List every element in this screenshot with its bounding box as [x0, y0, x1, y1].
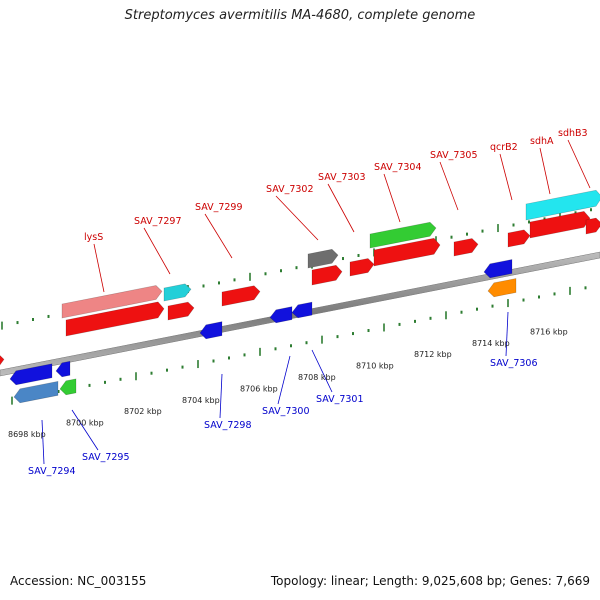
reverse-gene-label[interactable]: SAV_7294	[28, 466, 76, 477]
gene-feature[interactable]	[59, 378, 77, 396]
gene-feature[interactable]	[221, 285, 261, 307]
forward-gene-label[interactable]: qcrB2	[490, 142, 518, 153]
forward-callout-line	[143, 227, 171, 275]
scale-label: 8700 kbp	[66, 419, 104, 428]
forward-callout-line	[327, 183, 355, 233]
reverse-callout-line	[71, 409, 99, 451]
gene-feature[interactable]	[483, 259, 513, 279]
gene-feature[interactable]	[311, 264, 343, 286]
reverse-gene-label[interactable]: SAV_7301	[316, 394, 364, 405]
gene-feature[interactable]	[167, 301, 195, 321]
scale-label: 8714 kbp	[472, 339, 510, 348]
scale-label: 8702 kbp	[124, 407, 162, 416]
gene-feature[interactable]	[373, 237, 441, 267]
gene-feature[interactable]	[61, 285, 163, 319]
reverse-gene-label[interactable]: SAV_7298	[204, 420, 252, 431]
scale-label: 8706 kbp	[240, 384, 278, 393]
gene-feature[interactable]	[291, 301, 313, 319]
reverse-callout-line	[311, 349, 333, 393]
forward-gene-label[interactable]: SAV_7303	[318, 172, 366, 183]
scale-label: 8708 kbp	[298, 373, 336, 382]
forward-callout-line	[499, 153, 513, 201]
forward-gene-label[interactable]: SAV_7304	[374, 162, 422, 173]
gene-feature[interactable]	[0, 354, 5, 368]
forward-callout-line	[275, 195, 319, 241]
forward-callout-line	[567, 139, 591, 189]
forward-gene-label[interactable]: lysS	[84, 232, 103, 243]
forward-callout-line	[204, 213, 233, 259]
reverse-callout-line	[277, 355, 291, 405]
gene-feature[interactable]	[65, 301, 165, 337]
accession-text: Accession: NC_003155	[10, 574, 147, 588]
gene-features	[0, 189, 600, 404]
gene-labels: lysS SAV_7297 SAV_7299 SAV_7302 SAV_7303 SAV_…	[28, 128, 588, 477]
reverse-gene-label[interactable]: SAV_7295	[82, 452, 130, 463]
gene-feature[interactable]	[199, 321, 223, 340]
reverse-gene-label[interactable]: SAV_7300	[262, 406, 310, 417]
gene-feature[interactable]	[55, 360, 71, 378]
forward-gene-label[interactable]: sdhB3	[558, 128, 588, 139]
gene-feature[interactable]	[369, 221, 437, 249]
forward-gene-label[interactable]: sdhA	[530, 136, 554, 147]
forward-callout-line	[439, 161, 459, 211]
reverse-callout-line	[505, 311, 509, 357]
gene-feature[interactable]	[269, 306, 293, 324]
forward-gene-label[interactable]: SAV_7297	[134, 216, 182, 227]
gene-feature[interactable]	[507, 229, 531, 248]
scale-labels: 8698 kbp 8700 kbp 8702 kbp 8704 kbp 8706 kbp…	[8, 327, 568, 439]
gene-feature[interactable]	[487, 278, 517, 298]
reverse-callout-line	[41, 419, 45, 465]
forward-gene-label[interactable]: SAV_7302	[266, 184, 314, 195]
gene-feature[interactable]	[307, 248, 339, 269]
forward-callout-line	[93, 243, 105, 293]
gene-feature[interactable]	[453, 238, 479, 257]
forward-gene-label[interactable]: SAV_7299	[195, 202, 243, 213]
forward-gene-label[interactable]: SAV_7305	[430, 150, 478, 161]
gene-feature[interactable]	[585, 217, 600, 235]
forward-callout-line	[539, 147, 551, 195]
scale-label: 8710 kbp	[356, 362, 394, 371]
scale-label: 8698 kbp	[8, 430, 46, 439]
reverse-gene-label[interactable]: SAV_7306	[490, 358, 538, 369]
gene-feature[interactable]	[349, 258, 375, 277]
scale-label: 8704 kbp	[182, 396, 220, 405]
genome-summary-text: Topology: linear; Length: 9,025,608 bp; …	[270, 574, 590, 588]
gene-feature[interactable]	[163, 283, 192, 302]
gene-callouts	[41, 139, 591, 465]
gene-feature[interactable]	[525, 189, 600, 221]
gene-feature[interactable]	[9, 363, 53, 386]
map-title: Streptomyces avermitilis MA-4680, comple…	[124, 8, 476, 23]
forward-callout-line	[383, 173, 401, 223]
scale-label: 8712 kbp	[414, 350, 452, 359]
gene-feature[interactable]	[13, 380, 59, 404]
scale-label: 8716 kbp	[530, 327, 568, 336]
reverse-callout-line	[219, 373, 223, 419]
